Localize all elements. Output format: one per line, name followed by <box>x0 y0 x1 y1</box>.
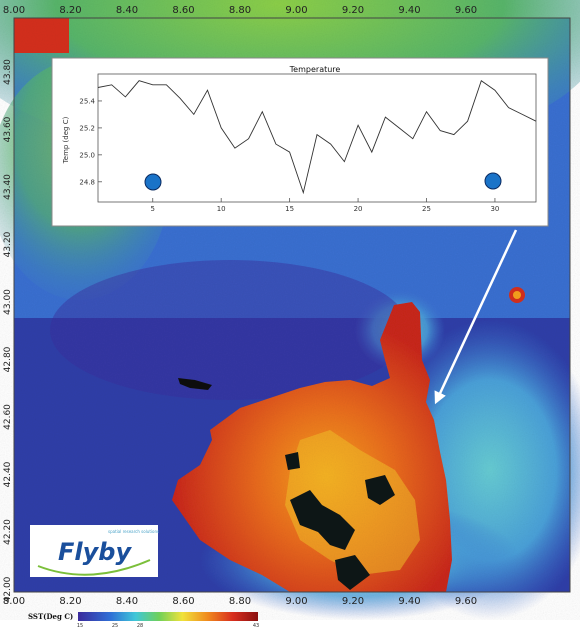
legend-ticks: 15 25 28 43 <box>77 623 259 627</box>
deep-sea-patch <box>50 260 410 400</box>
x-bottom-tick-label: 8.20 <box>59 596 81 607</box>
temperature-series-line <box>97 79 537 195</box>
inset-plot-area <box>97 73 537 203</box>
x-axis-top: 8.00 8.20 8.40 8.60 8.80 9.00 9.20 9.40 9.60 <box>3 5 477 16</box>
y-left-tick-label: 43.80 <box>3 59 13 85</box>
inset-x-ticks: 5 10 15 20 25 30 <box>151 198 499 213</box>
inset-x-tick-label: 30 <box>490 205 499 213</box>
x-axis-bottom: 8.00 8.20 8.40 8.60 8.80 9.00 9.20 9.40 9.60 <box>3 596 477 607</box>
northwest-hot-corner <box>14 18 69 53</box>
logo-panel <box>30 525 158 577</box>
x-bottom-tick-label: 9.60 <box>455 596 477 607</box>
inset-chart-panel <box>51 57 549 227</box>
inset-y-tick-label: 25.0 <box>79 151 95 159</box>
x-top-tick-label: 9.20 <box>342 5 364 16</box>
inset-pointer-arrow <box>434 229 518 405</box>
x-bottom-tick-label: 9.00 <box>285 596 307 607</box>
x-bottom-tick-label: 8.40 <box>116 596 138 607</box>
y-axis-left: 43.80 43.60 43.40 43.20 43.00 42.80 42.60 42.40… <box>3 59 13 603</box>
legend-colorbar <box>78 612 258 621</box>
inset-chart-title: Temperature <box>289 65 341 74</box>
inset-y-ticks: 24.8 25.0 25.2 25.4 <box>79 97 102 186</box>
x-bottom-tick-label: 8.80 <box>229 596 251 607</box>
inset-y-tick-label: 25.4 <box>79 97 95 105</box>
x-bottom-tick-label: 9.40 <box>398 596 420 607</box>
inset-x-tick-label: 15 <box>285 205 294 213</box>
x-top-tick-label: 9.00 <box>285 5 307 16</box>
x-top-tick-label: 8.40 <box>116 5 138 16</box>
inset-x-tick-label: 20 <box>354 205 363 213</box>
legend-tick-label: 28 <box>137 623 143 627</box>
mountain-cloud-patches <box>285 452 395 590</box>
x-top-tick-label: 9.40 <box>398 5 420 16</box>
x-top-tick-label: 9.60 <box>455 5 477 16</box>
y-left-tick-label: 43.00 <box>3 289 13 315</box>
y-left-tick-label: 42.80 <box>3 346 13 372</box>
inset-temperature-chart: Temperature Temp (deg C) 24.8 25.0 25.2 25.… <box>51 57 549 227</box>
inset-y-tick-label: 24.8 <box>79 178 95 186</box>
map-frame <box>13 17 571 593</box>
x-bottom-tick-label: 8.00 <box>3 596 25 607</box>
logo-wordmark: Flyby <box>58 538 132 566</box>
logo-tagline: spatial research solutions <box>108 529 159 534</box>
legend-label: SST(Deg C) <box>28 612 73 621</box>
x-bottom-tick-label: 9.20 <box>342 596 364 607</box>
capraia-island-core <box>513 291 521 299</box>
coastal-dark-spot <box>178 378 212 390</box>
y-left-tick-label: 43.40 <box>3 174 13 200</box>
legend-tick-label: 25 <box>112 623 118 627</box>
marker-day-30 <box>484 172 502 190</box>
y-left-tick-label: 42.00 <box>3 576 13 602</box>
flyby-logo: Flyby spatial research solutions <box>30 525 159 577</box>
x-top-tick-label: 8.60 <box>172 5 194 16</box>
y-left-tick-label: 43.20 <box>3 231 13 257</box>
x-bottom-tick-label: 8.60 <box>172 596 194 607</box>
inset-x-tick-label: 10 <box>217 205 226 213</box>
corsica-interior-yellow <box>285 430 420 575</box>
x-top-tick-label: 8.00 <box>3 5 25 16</box>
x-top-tick-label: 8.80 <box>229 5 251 16</box>
y-left-tick-label: 42.40 <box>3 461 13 487</box>
y-left-tick-label: 42.60 <box>3 404 13 430</box>
legend-tick-label: 15 <box>77 623 83 627</box>
legend-tick-label: 43 <box>253 623 259 627</box>
marker-day-5 <box>144 173 162 191</box>
inset-x-tick-label: 5 <box>151 205 155 213</box>
sst-legend: SST(Deg C) 15 25 28 43 <box>28 612 259 627</box>
inset-x-tick-label: 25 <box>422 205 431 213</box>
y-left-tick-label: 42.20 <box>3 519 13 545</box>
inset-chart-ylabel: Temp (deg C) <box>62 116 70 164</box>
logo-swoosh <box>37 559 151 576</box>
inset-y-tick-label: 25.2 <box>79 124 95 132</box>
x-top-tick-label: 8.20 <box>59 5 81 16</box>
y-left-tick-label: 43.60 <box>3 116 13 142</box>
